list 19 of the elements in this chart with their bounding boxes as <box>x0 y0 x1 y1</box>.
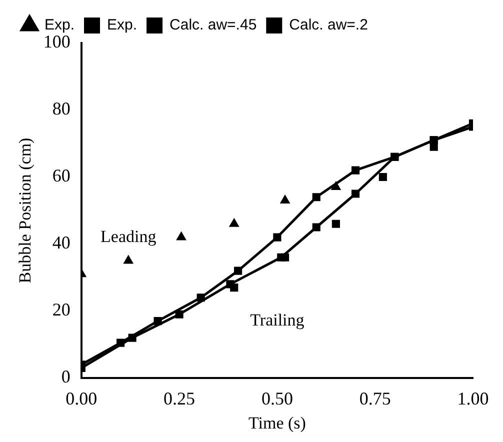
y-tick-label: 0 <box>61 366 70 387</box>
y-tick-label: 80 <box>52 98 70 119</box>
annotation: Trailing <box>250 310 305 330</box>
y-tick-label: 100 <box>43 32 70 52</box>
annotation: Leading <box>100 226 157 246</box>
y-tick-label: 20 <box>52 300 70 320</box>
x-axis-title: Time (s) <box>248 413 306 432</box>
y-tick-label: 40 <box>52 232 70 253</box>
x-tick-label: 0.50 <box>261 388 293 409</box>
x-tick-label: 0.75 <box>359 388 391 409</box>
x-tick-label: 0.00 <box>66 388 98 409</box>
x-tick-label: 0.25 <box>164 388 196 409</box>
legend-label: Exp. <box>44 16 75 34</box>
y-tick-label: 60 <box>52 166 70 186</box>
legend-label: Exp. <box>107 16 138 34</box>
x-tick-label: 1.00 <box>457 388 489 409</box>
y-axis-title: Bubble Position (cm) <box>16 138 35 284</box>
legend-label: Calc. aw=.2 <box>289 16 368 34</box>
legend-label: Calc. aw=.45 <box>170 16 257 34</box>
